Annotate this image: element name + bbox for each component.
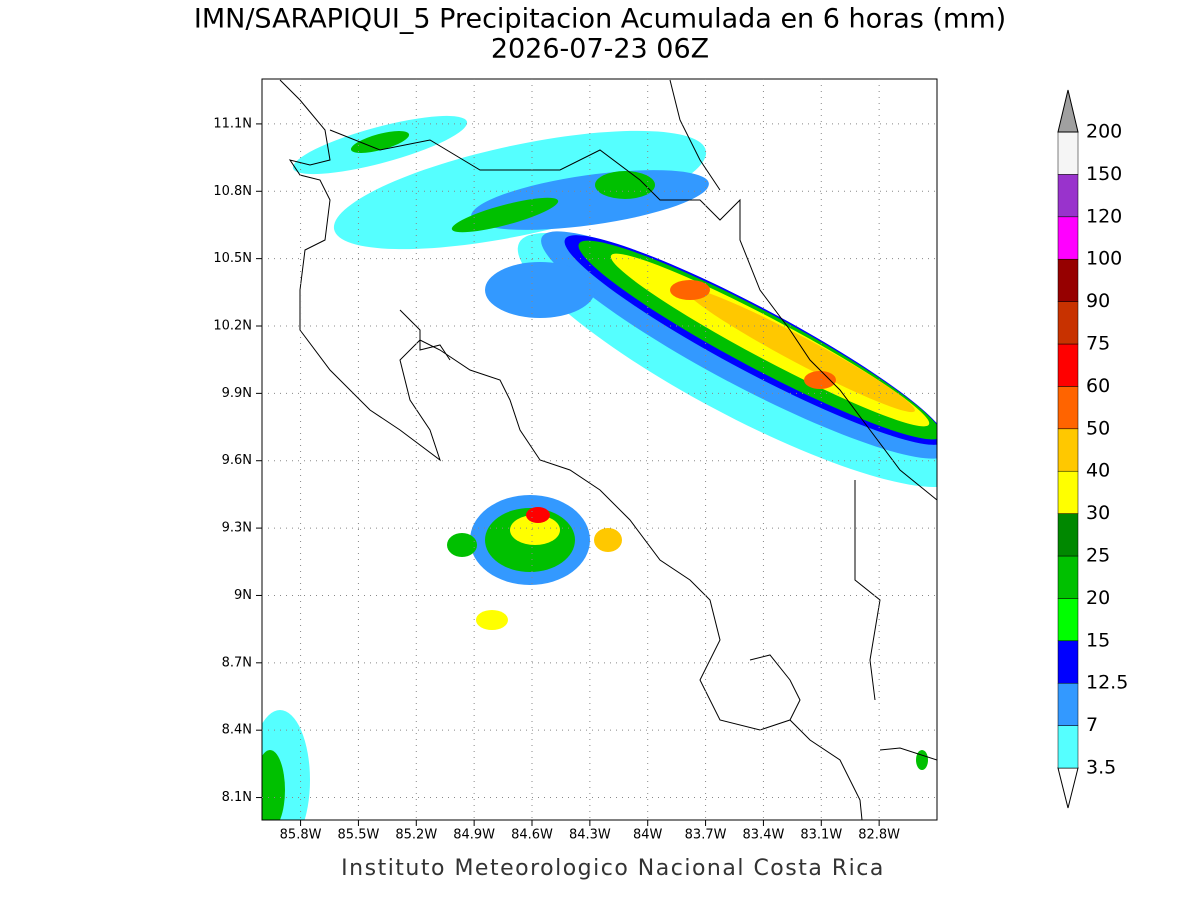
x-tick-label: 85.5W: [338, 828, 380, 843]
colorbar-box: [1057, 470, 1079, 514]
colorbar-label: 50: [1086, 417, 1110, 439]
y-tick-label: 9.6N: [222, 453, 252, 468]
colorbar-box: [1057, 513, 1079, 557]
colorbar-label: 100: [1086, 248, 1122, 270]
colorbar-box: [1057, 216, 1079, 260]
map-frame: [261, 78, 938, 821]
y-tick-label: 11.1N: [213, 116, 252, 131]
x-tick-label: 84.3W: [569, 828, 611, 843]
y-tick-label: 9.9N: [222, 386, 252, 401]
x-tick-label: 85.2W: [395, 828, 437, 843]
colorbar-box: [1057, 131, 1079, 175]
colorbar-label: 200: [1086, 121, 1122, 143]
colorbar-label: 120: [1086, 205, 1122, 227]
y-tick-label: 10.2N: [213, 319, 252, 334]
colorbar-label: 60: [1086, 375, 1110, 397]
y-tick-label: 10.8N: [213, 184, 252, 199]
colorbar-label: 150: [1086, 163, 1122, 185]
colorbar-box: [1057, 555, 1079, 599]
x-tick-label: 84.9W: [453, 828, 495, 843]
footer: Instituto Meteorologico Nacional Costa R…: [341, 856, 885, 881]
colorbar-box: [1057, 598, 1079, 642]
colorbar-label: 3.5: [1086, 757, 1116, 779]
colorbar-over: [1057, 89, 1079, 133]
colorbar-box: [1057, 640, 1079, 684]
colorbar-box: [1057, 301, 1079, 345]
colorbar-box: [1057, 682, 1079, 726]
colorbar-box: [1057, 725, 1079, 769]
colorbar-box: [1057, 386, 1079, 430]
colorbar-box: [1057, 174, 1079, 218]
coastlines: [279, 79, 937, 820]
y-tick-label: 8.7N: [222, 655, 252, 670]
colorbar-box: [1057, 343, 1079, 387]
precip-field: [262, 115, 937, 820]
x-tick-label: 83.4W: [743, 828, 785, 843]
colorbar-label: 12.5: [1086, 672, 1128, 694]
y-tick-label: 9.3N: [222, 521, 252, 536]
colorbar-label: 25: [1086, 545, 1110, 567]
x-tick-label: 85.8W: [280, 828, 322, 843]
y-tick-label: 8.4N: [222, 723, 252, 738]
colorbar-label: 15: [1086, 629, 1110, 651]
x-tick-label: 84.6W: [511, 828, 553, 843]
x-tick-label: 83.7W: [685, 828, 727, 843]
y-tick-label: 9N: [234, 588, 252, 603]
colorbar-box: [1057, 428, 1079, 472]
x-tick-label: 84W: [633, 828, 663, 843]
y-tick-label: 10.5N: [213, 251, 252, 266]
colorbar-box: [1057, 258, 1079, 302]
x-tick-label: 83.1W: [800, 828, 842, 843]
colorbar-label: 75: [1086, 333, 1110, 355]
colorbar-label: 90: [1086, 290, 1110, 312]
subtitle: 2026-07-23 06Z: [491, 34, 709, 65]
colorbar-label: 20: [1086, 587, 1110, 609]
title: IMN/SARAPIQUI_5 Precipitacion Acumulada …: [194, 4, 1006, 35]
colorbar-under: [1057, 767, 1079, 809]
colorbar-label: 7: [1086, 714, 1098, 736]
colorbar-label: 30: [1086, 502, 1110, 524]
colorbar-label: 40: [1086, 460, 1110, 482]
y-tick-label: 8.1N: [222, 790, 252, 805]
x-tick-label: 82.8W: [858, 828, 900, 843]
